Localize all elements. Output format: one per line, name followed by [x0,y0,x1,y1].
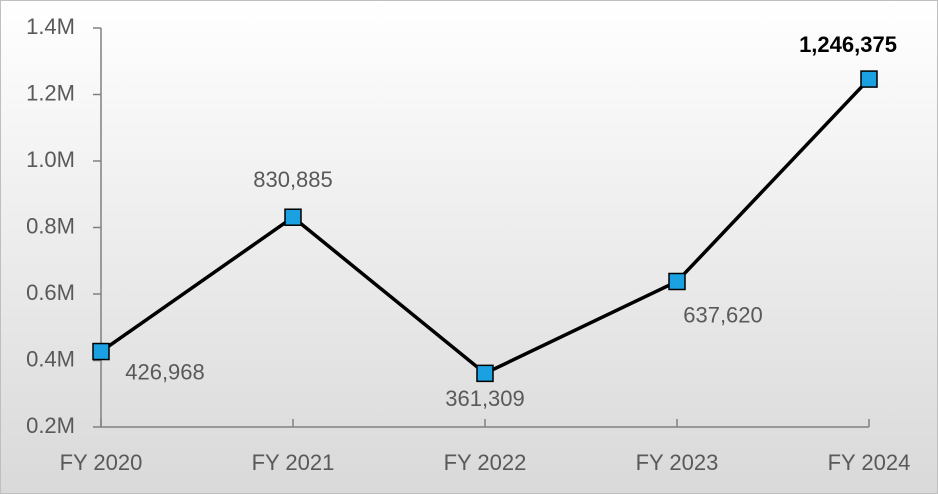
data-point [860,70,878,88]
data-label: 1,246,375 [799,32,897,57]
y-tick-label: 0.6M [26,280,75,305]
data-label: 637,620 [683,302,763,327]
data-label: 830,885 [253,167,333,192]
x-tick-label: FY 2023 [636,450,719,475]
y-tick-label: 1.4M [26,14,75,39]
y-tick-label: 1.0M [26,147,75,172]
y-tick-label: 1.2M [26,80,75,105]
y-tick-label: 0.8M [26,213,75,238]
y-tick-label: 0.4M [26,346,75,371]
data-label: 426,968 [125,359,205,384]
data-point [92,342,110,361]
data-point [284,208,302,226]
x-tick-label: FY 2021 [252,450,335,475]
x-tick-label: FY 2024 [828,450,911,475]
data-point [476,364,494,383]
data-point [668,272,686,291]
x-tick-label: FY 2022 [444,450,527,475]
data-label: 361,309 [445,386,525,411]
y-tick-label: 0.2M [26,413,75,438]
x-tick-label: FY 2020 [60,450,143,475]
